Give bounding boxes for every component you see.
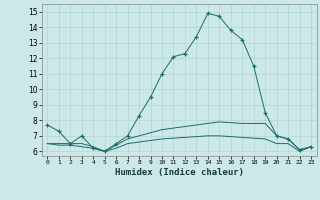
X-axis label: Humidex (Indice chaleur): Humidex (Indice chaleur)	[115, 168, 244, 177]
